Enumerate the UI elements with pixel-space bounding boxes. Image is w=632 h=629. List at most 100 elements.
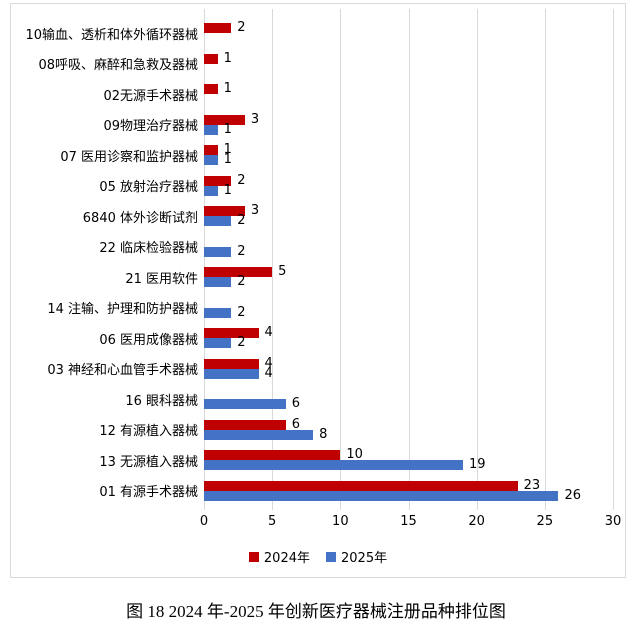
- category-label: 03 神经和心血管手术器械: [47, 363, 198, 379]
- bar-line-2024年: 3: [204, 204, 613, 217]
- value-label-2024年: 6: [291, 416, 301, 432]
- bar-line-2025年: [204, 94, 613, 104]
- bar-line-2025年: 1: [204, 182, 613, 198]
- bar-line-2024年: 23: [204, 477, 613, 493]
- bar-2024年: [204, 53, 218, 64]
- value-label-2024年: 4: [264, 325, 273, 341]
- x-tick-label: 30: [604, 514, 622, 529]
- bar-line-2025年: 1: [204, 121, 613, 137]
- bar-2025年: [204, 460, 464, 471]
- bar-2024年: [204, 419, 286, 430]
- gridline: [544, 9, 546, 510]
- bar-line-2025年: 19: [204, 458, 613, 471]
- bar-line-2024年: 1: [204, 142, 613, 158]
- legend: 2024年 2025年: [11, 547, 625, 566]
- bar-2025年: [204, 216, 232, 227]
- value-label-2024年: 1: [223, 142, 232, 158]
- bar-2025年: [204, 277, 232, 288]
- bar-2024年: [204, 23, 232, 34]
- value-label-2024年: 1: [223, 81, 232, 97]
- category-label: 05 放射治疗器械: [99, 180, 198, 196]
- category-label: 6840 体外诊断试剂: [82, 210, 198, 226]
- bar-line-2025年: 2: [204, 274, 613, 290]
- legend-swatch-2024年: [248, 551, 259, 562]
- bar-line-2025年: 2: [204, 304, 613, 320]
- bar-2024年: [204, 175, 232, 186]
- x-axis: 0 5 10 15 20 25 30: [200, 514, 621, 532]
- category-label: 16 眼科器械: [125, 393, 198, 409]
- value-label-2025年: 2: [237, 274, 246, 290]
- bar-line-2025年: 1: [204, 153, 613, 166]
- bar-line-2025年: 2: [204, 245, 613, 258]
- x-tick-label: 15: [400, 514, 417, 529]
- value-label-2025年: 2: [237, 213, 246, 229]
- category-label: 08呼吸、麻醉和急救及器械: [38, 58, 198, 74]
- chart-row: 1: [204, 79, 613, 110]
- gridline: [613, 9, 614, 510]
- bar-2025年: [204, 246, 232, 257]
- bar-line-2024年: 3: [204, 111, 613, 127]
- category-label: 12 有源植入器械: [99, 424, 198, 440]
- chart-row: 23 26: [204, 476, 613, 507]
- legend-swatch-2025年: [326, 551, 336, 562]
- bar-line-2025年: 6: [204, 396, 613, 412]
- bar-line-2025年: 2: [204, 213, 613, 229]
- value-label-2024年: 4: [264, 355, 273, 371]
- category-label: 06 医用成像器械: [99, 332, 198, 348]
- bar-2025年: [204, 307, 232, 318]
- value-label-2025年: 26: [564, 487, 581, 503]
- x-tick-label: 20: [468, 514, 485, 529]
- bar-2025年: [204, 429, 314, 440]
- value-label-2025年: 1: [223, 121, 232, 137]
- bar-line-2025年: [204, 64, 613, 74]
- bar-2025年: [204, 155, 218, 166]
- chart-row: 1: [204, 49, 613, 80]
- bar-line-2024年: 4: [204, 355, 613, 371]
- chart-row: 10 19: [204, 445, 613, 476]
- bar-line-2024年: 5: [204, 264, 613, 280]
- value-label-2025年: 2: [237, 304, 246, 320]
- bar-line-2025年: [204, 33, 613, 43]
- bar-2024年: [204, 206, 245, 217]
- value-label-2025年: 6: [291, 396, 301, 412]
- bar-2024年: [204, 480, 518, 491]
- x-tick-label: 25: [536, 514, 554, 529]
- bar-2024年: [204, 358, 259, 369]
- gridline: [476, 9, 478, 510]
- gridline: [408, 9, 410, 510]
- value-label-2024年: 10: [346, 447, 363, 463]
- value-label-2024年: 1: [223, 50, 232, 66]
- chart-row: 2: [204, 293, 613, 324]
- bar-2025年: [204, 338, 232, 349]
- value-label-2024年: 2: [237, 20, 246, 36]
- bar-2025年: [204, 185, 218, 196]
- legend-label: 2024年: [263, 551, 310, 566]
- bar-line-2024年: [204, 298, 613, 308]
- bar-line-2024年: [204, 389, 613, 399]
- bar-line-2025年: 4: [204, 367, 613, 380]
- gridline: [340, 9, 342, 510]
- x-tick-label: 10: [332, 514, 349, 529]
- category-axis: 10输血、透析和体外循环器械 08呼吸、麻醉和急救及器械 02无源手术器械 09物理治…: [11, 18, 198, 506]
- category-label: 10输血、透析和体外循环器械: [25, 27, 198, 43]
- bar-line-2024年: 2: [204, 20, 613, 36]
- category-label: 02无源手术器械: [103, 88, 198, 104]
- plot-area: 2 1 1 3 1 1 1 2 1 3 2 2 5 2 2 4 2 4 4 6 6 8 10 19 23 26: [204, 9, 614, 510]
- category-label: 01 有源手术器械: [99, 485, 198, 501]
- bar-rows: 2 1 1 3 1 1 1 2 1 3 2 2 5 2 2 4 2 4 4 6 6 8 10 19 23 26: [204, 18, 613, 506]
- value-label-2024年: 23: [523, 477, 541, 493]
- bar-2024年: [204, 450, 341, 461]
- value-label-2025年: 1: [223, 182, 232, 198]
- x-tick-label: 5: [268, 514, 277, 529]
- value-label-2024年: 3: [250, 111, 260, 127]
- bar-2025年: [204, 368, 259, 379]
- legend-item-2025年: 2025年: [326, 547, 387, 566]
- value-label-2024年: 5: [278, 264, 287, 280]
